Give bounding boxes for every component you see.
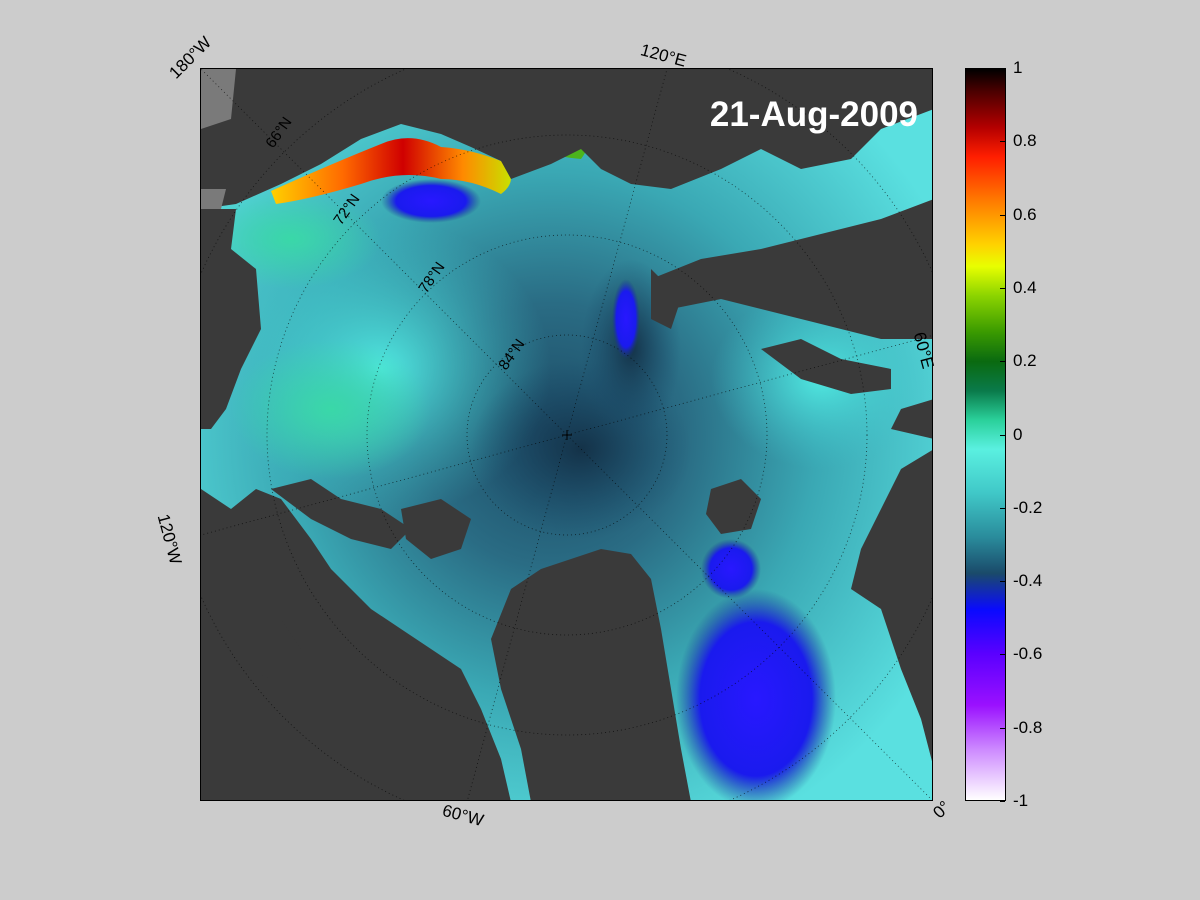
- colorbar-tick-label: -1: [1013, 791, 1029, 810]
- colorbar-tick: [1000, 434, 1005, 436]
- colorbar-tick: [1000, 287, 1005, 289]
- colorbar-tick: [1000, 214, 1005, 216]
- lon-label-120e: 120°E: [638, 40, 689, 71]
- colorbar-tick-label: -0.6: [1013, 644, 1043, 664]
- colorbar-tick-label: 0.4: [1013, 277, 1037, 297]
- colorbar-tick: [1000, 68, 1005, 69]
- graticule: [201, 69, 932, 800]
- lon-label-120w: 120°W: [153, 512, 186, 567]
- colorbar-tick-label: 0: [1013, 424, 1023, 444]
- colorbar-tick-label: 0.6: [1013, 204, 1037, 224]
- colorbar-tick: [1000, 801, 1005, 802]
- positive-anomaly-rim: [271, 138, 511, 204]
- colorbar-tick-label: 0.2: [1013, 351, 1037, 371]
- map-svg: 66°N 72°N 78°N 84°N: [201, 69, 932, 800]
- blue-anomaly-north: [612, 279, 640, 359]
- land-masses: [201, 69, 932, 800]
- colorbar-tick: [1000, 727, 1005, 729]
- lon-label-0: 0°: [929, 797, 955, 823]
- colorbar-tick: [1000, 361, 1005, 363]
- colorbar-tick-label: 0.8: [1013, 131, 1037, 151]
- colorbar-tick-label: 1: [1013, 58, 1023, 77]
- colorbar-tick: [1000, 507, 1005, 509]
- date-label: 21-Aug-2009: [709, 95, 918, 134]
- colorbar-tick: [1000, 654, 1005, 656]
- blue-anomaly-top: [381, 179, 481, 223]
- colorbar-tick-label: -0.4: [1013, 571, 1043, 591]
- colorbar-tick: [1000, 141, 1005, 143]
- green-anomaly-region: [231, 339, 431, 479]
- pole-marker: [562, 430, 572, 440]
- lon-label-60w: 60°W: [440, 800, 486, 831]
- blue-anomaly-southeast-small: [701, 539, 761, 599]
- polar-map: 66°N 72°N 78°N 84°N 21-Aug-2009: [200, 68, 933, 801]
- colorbar-tick-label: -0.8: [1013, 717, 1043, 737]
- blue-anomaly-southeast: [676, 589, 836, 800]
- colorbar-tick: [1000, 581, 1005, 583]
- colorbar-tick-label: -0.2: [1013, 497, 1043, 517]
- colorbar: [965, 68, 1006, 801]
- terrain-highlights: [201, 69, 236, 209]
